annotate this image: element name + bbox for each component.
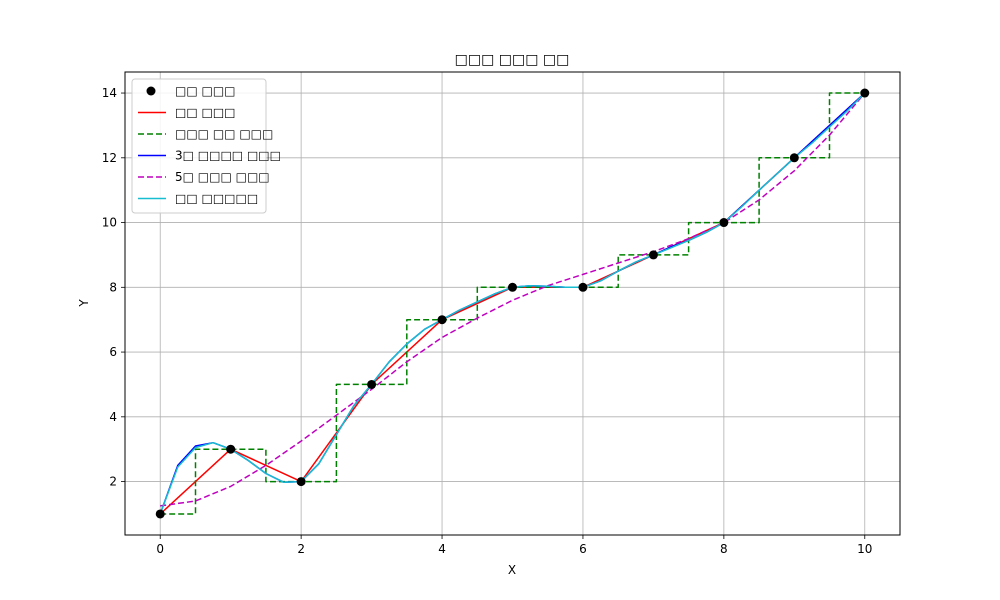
data-point-10 (860, 88, 870, 98)
data-point-5 (508, 282, 517, 292)
x-tick-label-1: 2 (297, 542, 305, 556)
data-point-6 (578, 282, 588, 292)
y-tick-label-4: 10 (102, 216, 117, 230)
x-tick-label-0: 0 (156, 542, 164, 556)
y-axis-ticks: 2 4 6 8 10 12 14 (102, 86, 125, 489)
x-tick-label-5: 10 (857, 542, 872, 556)
chart-title: □□□ □□□ □□ (455, 52, 570, 68)
data-points (155, 88, 870, 519)
y-tick-label-2: 6 (109, 345, 117, 359)
data-point-7 (648, 250, 658, 260)
y-tick-label-1: 4 (109, 410, 117, 424)
series-line-3 (160, 92, 866, 507)
x-axis-label: X (508, 563, 516, 577)
data-point-4 (437, 315, 447, 325)
data-point-8 (719, 218, 729, 228)
legend-label-4: 5□ □□□ □□□ (175, 170, 270, 184)
y-axis-label: Y (77, 299, 91, 308)
plot-frame (124, 71, 901, 536)
y-tick-label-3: 8 (109, 280, 117, 294)
y-tick-label-0: 2 (109, 475, 117, 489)
data-point-3 (367, 379, 377, 389)
legend: □□ □□□ □□ □□□ □□□ □□ □□□ 3□ □□□□ □□□ 5□ □□□ … (131, 78, 281, 214)
series-line-1 (160, 92, 865, 515)
legend-label-5: □□ □□□□□ (175, 192, 258, 206)
y-tick-label-6: 14 (102, 86, 117, 100)
data-point-0 (155, 509, 165, 519)
data-point-1 (226, 444, 236, 454)
data-point-2 (296, 477, 306, 487)
legend-label-2: □□□ □□ □□□ (175, 127, 273, 141)
legend-swatch-0 (146, 86, 156, 96)
y-tick-label-5: 12 (102, 151, 117, 165)
legend-label-0: □□ □□□ (175, 84, 236, 98)
legend-label-3: 3□ □□□□ □□□ (175, 149, 281, 163)
x-tick-label-2: 4 (438, 542, 446, 556)
x-tick-label-3: 6 (579, 542, 587, 556)
legend-label-1: □□ □□□ (175, 106, 236, 120)
x-tick-label-4: 8 (720, 542, 728, 556)
x-axis-ticks: 0 2 4 6 8 10 (156, 535, 872, 556)
data-point-9 (789, 153, 799, 163)
